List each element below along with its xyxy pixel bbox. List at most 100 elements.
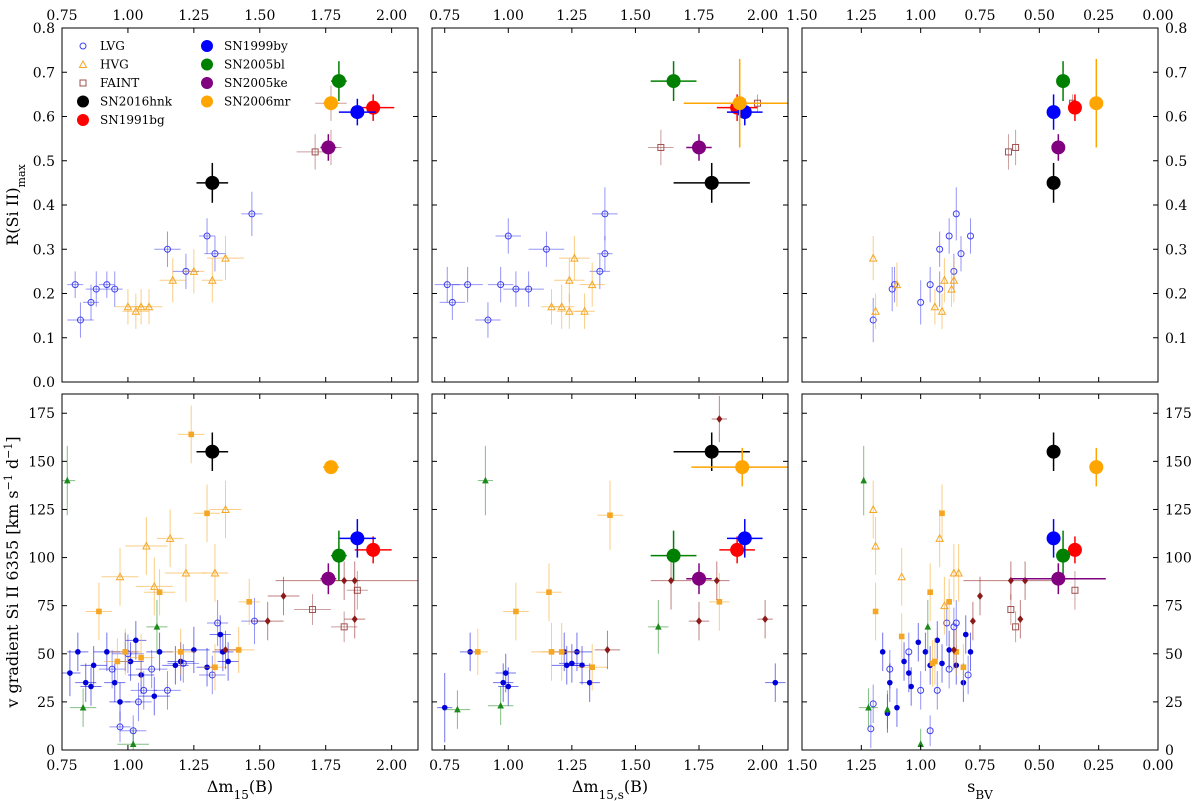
y-tick-label-right: 125 [1165,502,1192,518]
square-marker [156,589,163,596]
x-tick-label-top: 0.50 [1024,8,1055,24]
sn-marker [692,140,706,155]
axes-frame [801,27,1159,383]
sn-marker [321,140,336,155]
y-tick-label-right: 0.7 [1165,65,1187,81]
dot-marker [962,631,969,638]
square-marker [558,649,565,655]
hvg-marker [168,275,178,284]
dot-marker [67,670,73,676]
sn-marker [692,571,706,586]
dot-marker [500,679,507,686]
dot-marker [569,660,575,667]
faint-marker [311,148,319,156]
dot-marker [505,683,512,690]
panel-bottom-middle: 0.75 1.00 1.25 1.50 1.75 2.00 Δm15,s(B) [429,393,789,801]
series-SN1999by [1046,519,1061,558]
diamond-marker [977,592,983,600]
series-dark-red-diamonds [950,561,1059,670]
legend-item: SN2006mr [201,95,291,109]
dot-marker [172,662,179,669]
hvg-marker [189,266,199,275]
series-blue-dots [879,615,974,733]
sn-marker [666,74,681,89]
triangle-marker [497,701,504,709]
sn-marker [1046,105,1061,120]
series-HVG [868,480,963,635]
dot-marker [133,637,139,644]
x-tick-label-top: 1.25 [178,8,209,24]
y-tick-label: 0.0 [33,375,55,391]
triangle-marker [454,705,461,713]
x-tick-label-top: 0.75 [964,8,995,24]
series-SN2016hnk [1046,432,1061,471]
axes-frame [801,393,1159,751]
sn-marker [1051,571,1066,586]
x-tick-label: 1.00 [493,758,524,774]
faint-marker [1007,606,1015,614]
x-tick-label-top: 1.00 [905,8,936,24]
x-tick-label: 1.75 [310,758,341,774]
hvg-marker [897,572,907,581]
x-tick-label-top: 1.50 [786,8,817,24]
x-tick-label-top: 1.00 [112,8,143,24]
lvg-marker [952,619,960,627]
dot-marker [915,639,922,646]
triangle-marker [884,705,891,713]
panel-bottom-left: 0.75 1.00 1.25 1.50 1.75 2.00 0 25 50 75 100 125 150… [2,393,419,801]
data-layer [434,58,788,338]
legend-item: FAINT [79,76,139,90]
lvg-marker [869,316,877,324]
hvg-marker [954,568,963,577]
legend-item: LVG [79,39,125,53]
square-marker [513,608,519,615]
diamond-marker [950,646,957,654]
hvg-marker [871,541,880,550]
data-layer [868,58,1104,343]
x-label-sub: 15 [234,788,249,801]
dot-marker [90,662,97,669]
legend-label: SN2005ke [224,76,288,90]
legend-marker [201,40,213,52]
legend-item: SN1991bg [77,113,165,127]
axes-frame [431,27,789,383]
dot-marker [75,649,81,655]
dot-marker [586,679,593,686]
hvg-marker [587,280,597,289]
y-tick-label-right: 0 [1165,743,1174,759]
lvg-marker [917,298,925,306]
x-tick-label: 1.00 [905,758,936,774]
x-tick-label: 1.25 [556,758,587,774]
hvg-marker [940,275,949,284]
sn-marker [1046,444,1061,459]
diamond-marker [351,576,358,585]
square-marker [122,649,129,655]
lvg-marker [967,232,975,240]
y-axis-label: R(Si II)max [3,163,28,245]
lvg-marker [464,281,472,289]
square-marker [898,633,905,640]
x-tick-label-top: 0.25 [1083,8,1114,24]
square-marker [246,599,253,605]
x-tick-label: 1.25 [846,758,877,774]
sn-marker [205,444,220,459]
square-marker [589,664,595,671]
lvg-marker [203,232,211,240]
legend-label: LVG [100,39,125,53]
square-marker [546,589,552,596]
diamond-marker [668,576,675,585]
hvg-marker [564,275,574,284]
legend-item: SN2005ke [201,76,288,90]
x-label-main: Δm [572,777,599,796]
series-SN2005ke [320,563,337,595]
series-SN1991bg [354,536,392,564]
triangle-marker [865,703,872,711]
lvg-marker [163,245,171,253]
data-layer [437,395,788,743]
series-SN2016hnk [196,432,229,471]
legend-label: SN1991bg [100,113,165,127]
panel-top-middle: 0.75 1.00 1.25 1.50 1.75 2.00 [429,8,789,383]
series-SN1999by [726,519,763,558]
legend-item: SN1999by [201,39,288,53]
series-HVG [541,235,605,329]
